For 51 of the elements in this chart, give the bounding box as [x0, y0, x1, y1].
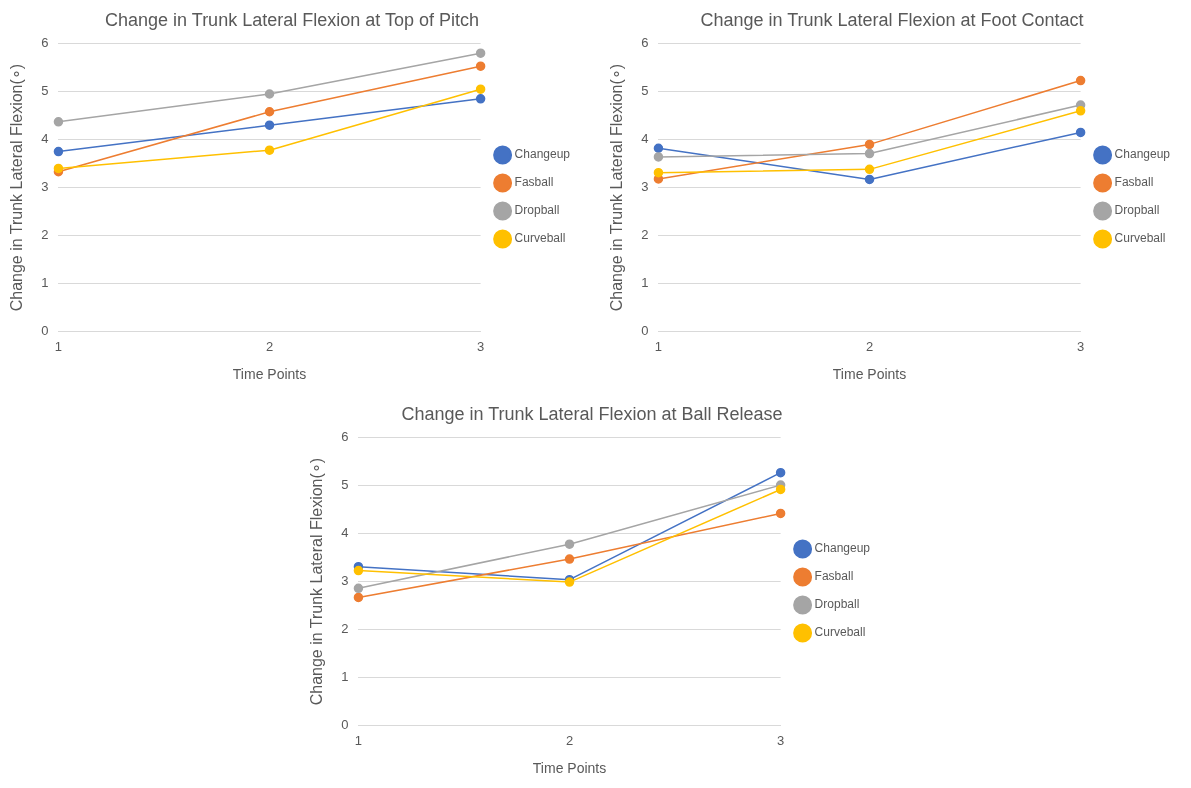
- legend-label: Curveball: [514, 231, 566, 246]
- y-tick-label: 5: [41, 83, 49, 99]
- y-axis-title: Change in Trunk Lateral Flexion(∘): [608, 63, 626, 312]
- legend-label: Fasball: [514, 175, 554, 190]
- y-tick-label: 2: [341, 621, 349, 637]
- x-tick-label: 3: [477, 338, 485, 354]
- legend-label: Dropball: [514, 203, 560, 218]
- y-tick-label: 4: [341, 525, 349, 541]
- y-tick-label: 3: [341, 573, 349, 589]
- y-tick-label: 0: [341, 717, 349, 733]
- legend-label: Dropball: [814, 597, 860, 612]
- legend-label: Curveball: [814, 625, 866, 640]
- x-axis-title: Time Points: [532, 760, 607, 777]
- x-tick-label: 1: [354, 732, 363, 748]
- y-tick-label: 4: [41, 131, 49, 147]
- legend-label: Curveball: [1114, 231, 1166, 246]
- y-tick-label: 6: [641, 35, 649, 51]
- x-tick-label: 3: [1077, 338, 1085, 354]
- legend-label: Changeup: [1114, 147, 1171, 162]
- y-tick-label: 6: [41, 35, 49, 51]
- y-tick-label: 4: [641, 131, 649, 147]
- legend-label: Changeup: [514, 147, 571, 162]
- legend-label: Fasball: [1114, 175, 1154, 190]
- y-tick-label: 3: [41, 179, 49, 195]
- y-tick-label: 1: [641, 275, 649, 291]
- y-tick-label: 0: [41, 323, 49, 339]
- x-axis-title: Time Points: [232, 366, 307, 383]
- x-axis-title: Time Points: [832, 366, 907, 383]
- chart-title: Change in Trunk Lateral Flexion at Foot Contact: [700, 9, 1084, 30]
- y-axis-title: Change in Trunk Lateral Flexion(∘): [8, 63, 26, 312]
- y-tick-label: 1: [41, 275, 49, 291]
- y-tick-label: 2: [41, 227, 49, 243]
- x-tick-label: 1: [54, 338, 63, 354]
- legend-label: Fasball: [814, 569, 854, 584]
- chart-title: Change in Trunk Lateral Flexion at Top of Pitch: [105, 9, 479, 30]
- y-tick-label: 5: [641, 83, 649, 99]
- chart-title: Change in Trunk Lateral Flexion at Ball Release: [401, 403, 783, 424]
- legend-label: Dropball: [1114, 203, 1160, 218]
- y-tick-label: 0: [641, 323, 649, 339]
- y-axis-title: Change in Trunk Lateral Flexion(∘): [308, 457, 326, 706]
- x-tick-label: 2: [265, 338, 274, 354]
- legend-label: Changeup: [814, 541, 871, 556]
- x-tick-label: 2: [565, 732, 574, 748]
- x-tick-label: 2: [865, 338, 874, 354]
- y-tick-label: 1: [341, 669, 349, 685]
- y-tick-label: 3: [641, 179, 649, 195]
- x-tick-label: 3: [777, 732, 785, 748]
- y-tick-label: 5: [341, 477, 349, 493]
- y-tick-label: 6: [341, 429, 349, 445]
- y-tick-label: 2: [641, 227, 649, 243]
- x-tick-label: 1: [654, 338, 663, 354]
